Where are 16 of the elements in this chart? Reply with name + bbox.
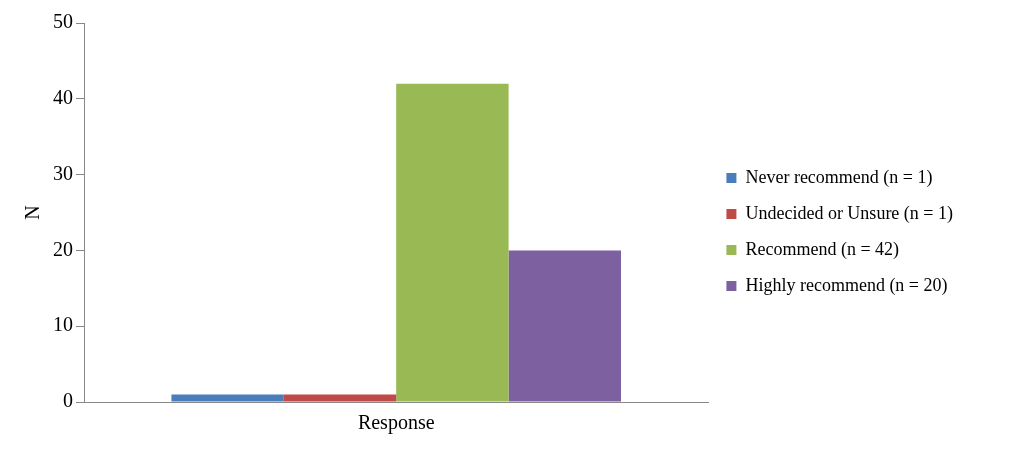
legend-label: Highly recommend (n = 20) [745,274,948,296]
x-tick-label: Response [357,411,435,435]
legend-label: Never recommend (n = 1) [745,166,933,188]
bar [171,394,284,402]
y-tick-label: 40 [53,86,73,109]
y-tick-label: 20 [53,237,73,260]
y-tick-label: 30 [53,161,73,184]
y-axis-title: N [21,205,44,220]
bar [396,83,509,402]
y-tick-label: 50 [53,10,73,33]
bar [508,250,621,402]
y-tick-label: 0 [63,389,73,412]
bar [283,394,397,402]
y-tick-label: 10 [53,313,73,336]
legend-label: Recommend (n = 42) [745,238,900,260]
legend-label: Undecided or Unsure (n = 1) [745,202,954,224]
